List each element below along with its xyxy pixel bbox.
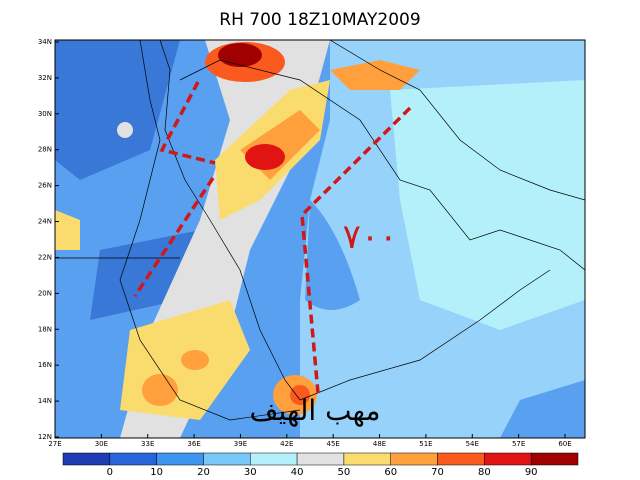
colorbar-box xyxy=(530,452,579,466)
colorbar-label: 10 xyxy=(150,467,163,478)
lon-label: 42E xyxy=(280,440,293,448)
colorbar-label: 80 xyxy=(478,467,491,478)
colorbar-box xyxy=(484,452,532,466)
lat-label: 34N xyxy=(38,38,52,46)
colorbar-label: 70 xyxy=(431,467,444,478)
lat-label: 14N xyxy=(38,397,52,405)
lon-label: 36E xyxy=(187,440,200,448)
colorbar: 0 10 20 30 40 50 60 70 80 90 xyxy=(62,452,579,478)
lat-label: 16N xyxy=(38,361,52,369)
lon-label: 54E xyxy=(466,440,479,448)
colorbar-box xyxy=(250,452,298,466)
lat-label: 12N xyxy=(38,433,52,441)
lat-label: 32N xyxy=(38,74,52,82)
colorbar-label: 30 xyxy=(244,467,257,478)
lon-label: 48E xyxy=(373,440,386,448)
lat-label: 22N xyxy=(38,253,52,261)
colorbar-box xyxy=(390,452,438,466)
lat-label: 26N xyxy=(38,182,52,190)
annotation-wind: مهب الهيف xyxy=(250,394,381,427)
colorbar-label: 50 xyxy=(338,467,351,478)
lat-label: 30N xyxy=(38,110,52,118)
colorbar-label: 20 xyxy=(197,467,210,478)
colorbar-label: 40 xyxy=(291,467,304,478)
lon-label: 45E xyxy=(327,440,340,448)
colorbar-label: 60 xyxy=(384,467,397,478)
map-frame xyxy=(54,39,586,439)
lon-label: 33E xyxy=(141,440,154,448)
colorbar-box xyxy=(343,452,391,466)
colorbar-box xyxy=(109,452,157,466)
lon-label: 51E xyxy=(419,440,432,448)
colorbar-box xyxy=(156,452,204,466)
colorbar-box xyxy=(296,452,345,466)
colorbar-box xyxy=(203,452,251,466)
annotation-lines xyxy=(133,81,412,394)
lon-label: 60E xyxy=(558,440,571,448)
lat-label: 18N xyxy=(38,325,52,333)
rh-field xyxy=(55,40,585,438)
lon-label: 57E xyxy=(512,440,525,448)
lon-label: 39E xyxy=(234,440,247,448)
colorbar-box xyxy=(437,452,485,466)
annotation-700: ٧٠٠ xyxy=(343,217,398,257)
lon-label: 27E xyxy=(48,440,61,448)
lat-label: 28N xyxy=(38,146,52,154)
lat-label: 24N xyxy=(38,218,52,226)
colorbar-label: 90 xyxy=(525,467,538,478)
colorbar-label: 0 xyxy=(107,467,113,478)
lon-label: 30E xyxy=(95,440,108,448)
map-title: RH 700 18Z10MAY2009 xyxy=(219,10,420,30)
colorbar-box xyxy=(62,452,111,466)
lat-label: 20N xyxy=(38,289,52,297)
